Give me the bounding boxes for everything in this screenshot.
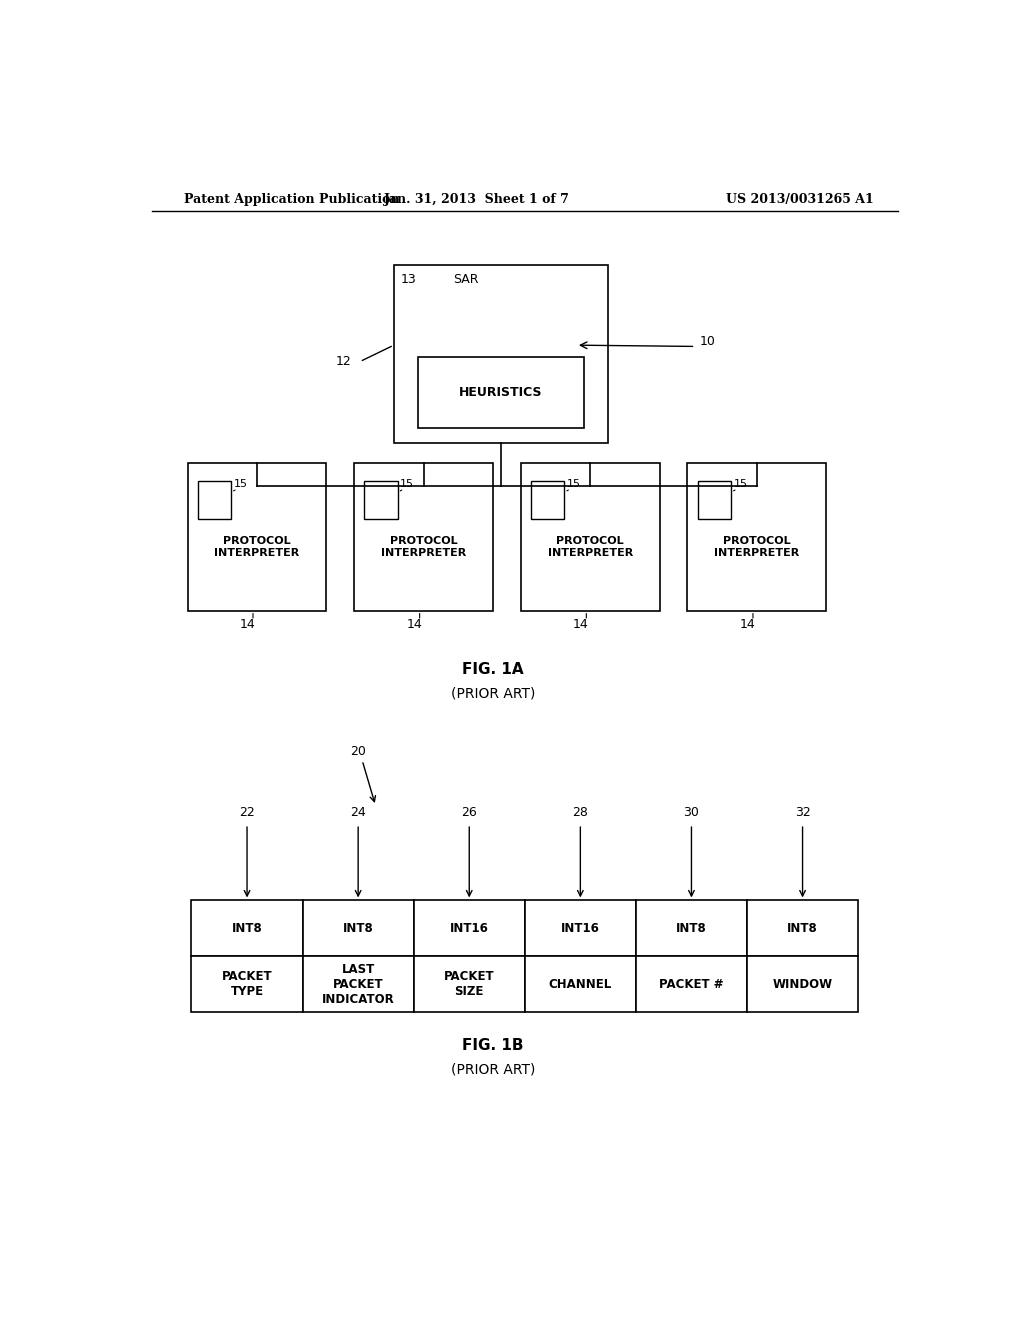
Bar [191,900,303,956]
Text: CHANNEL: CHANNEL [549,978,612,991]
Bar [524,900,636,956]
Text: 28: 28 [572,807,589,818]
Bar [531,480,564,519]
Bar [414,900,524,956]
Text: Patent Application Publication: Patent Application Publication [183,193,399,206]
Text: 20: 20 [350,744,367,758]
Bar [746,900,858,956]
Bar [521,463,659,611]
Text: 15: 15 [733,479,748,488]
Text: 22: 22 [240,807,255,818]
Text: PROTOCOL
INTERPRETER: PROTOCOL INTERPRETER [548,536,633,558]
Bar [303,900,414,956]
Bar [414,956,524,1012]
Text: INT16: INT16 [450,921,488,935]
Text: 10: 10 [699,335,716,348]
Bar [746,956,858,1012]
Text: INT8: INT8 [343,921,374,935]
Text: 14: 14 [739,618,756,631]
Text: PROTOCOL
INTERPRETER: PROTOCOL INTERPRETER [715,536,800,558]
Bar [191,956,303,1012]
Text: INT8: INT8 [787,921,818,935]
Bar [524,956,636,1012]
Text: FIG. 1A: FIG. 1A [462,661,524,677]
Text: 13: 13 [400,273,416,286]
Bar [198,480,231,519]
Text: PROTOCOL
INTERPRETER: PROTOCOL INTERPRETER [381,536,466,558]
Text: INT16: INT16 [561,921,600,935]
Text: US 2013/0031265 A1: US 2013/0031265 A1 [726,193,873,206]
Text: 14: 14 [407,618,422,631]
Text: 32: 32 [795,807,810,818]
Text: Jan. 31, 2013  Sheet 1 of 7: Jan. 31, 2013 Sheet 1 of 7 [384,193,570,206]
Text: 12: 12 [336,355,352,368]
Text: 15: 15 [567,479,581,488]
Text: 24: 24 [350,807,366,818]
Bar [636,956,748,1012]
Text: (PRIOR ART): (PRIOR ART) [451,686,536,701]
Text: PROTOCOL
INTERPRETER: PROTOCOL INTERPRETER [214,536,300,558]
Text: WINDOW: WINDOW [772,978,833,991]
Text: (PRIOR ART): (PRIOR ART) [451,1063,536,1077]
Bar [365,480,397,519]
Bar [354,463,494,611]
Text: FIG. 1B: FIG. 1B [462,1038,524,1052]
Text: PACKET
SIZE: PACKET SIZE [444,970,495,998]
Text: PACKET
TYPE: PACKET TYPE [222,970,272,998]
Text: INT8: INT8 [676,921,707,935]
Bar [303,956,414,1012]
Bar [687,463,826,611]
Bar [697,480,731,519]
Text: INT8: INT8 [231,921,262,935]
Text: 14: 14 [572,618,589,631]
Text: PACKET #: PACKET # [659,978,724,991]
Text: 26: 26 [462,807,477,818]
Text: 15: 15 [233,479,248,488]
Text: HEURISTICS: HEURISTICS [459,385,543,399]
Text: 14: 14 [240,618,255,631]
Text: SAR: SAR [454,273,479,286]
Text: LAST
PACKET
INDICATOR: LAST PACKET INDICATOR [322,962,394,1006]
Text: 30: 30 [683,807,699,818]
Text: 15: 15 [400,479,414,488]
Bar [636,900,748,956]
Bar [394,265,608,444]
Bar [418,356,585,428]
Bar [187,463,327,611]
